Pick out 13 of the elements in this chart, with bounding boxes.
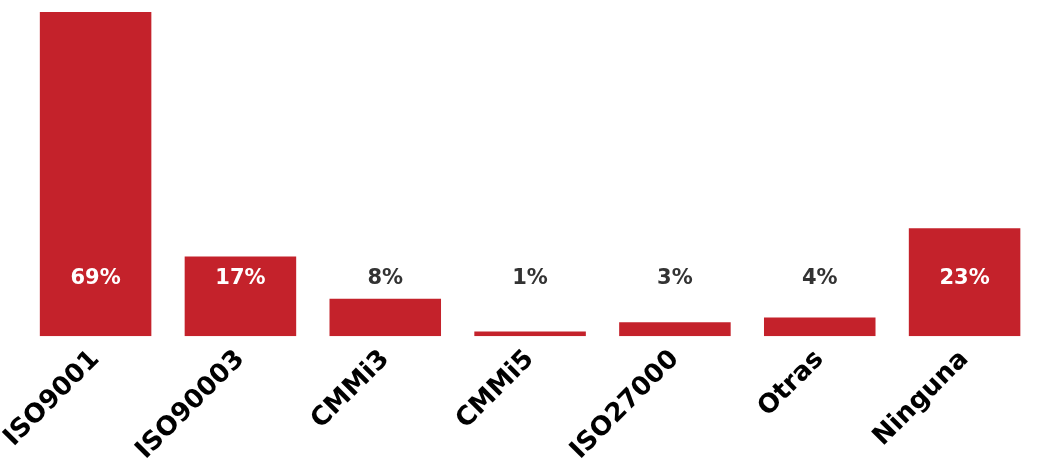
data-label: 69% (70, 264, 121, 289)
data-label: 17% (215, 264, 266, 289)
bar (184, 256, 297, 337)
data-label: 1% (512, 264, 548, 289)
bar (619, 322, 731, 337)
data-label: 8% (367, 264, 404, 289)
data-label: 23% (939, 264, 990, 289)
bar (39, 12, 152, 337)
data-label: 3% (657, 264, 693, 289)
bar (329, 298, 442, 337)
data-label: 4% (801, 264, 838, 289)
bar (908, 228, 1021, 337)
bar (763, 317, 876, 337)
